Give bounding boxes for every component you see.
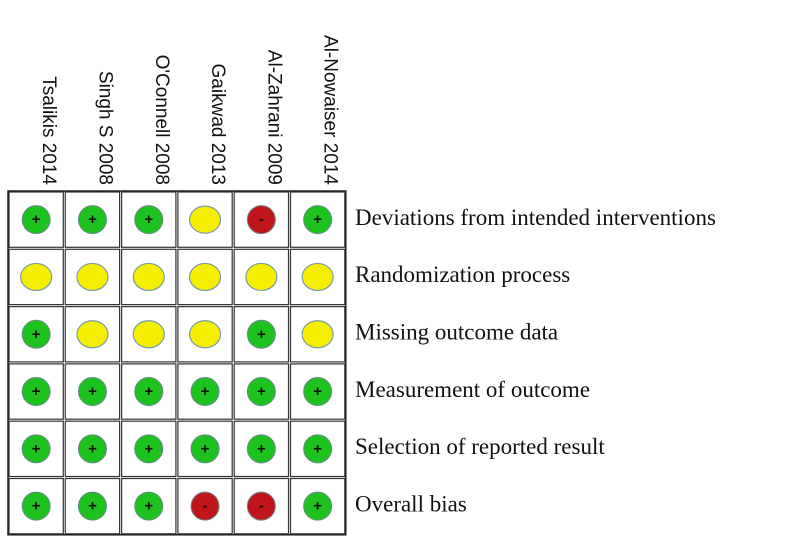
judgment-dot: [303, 434, 333, 464]
judgment-symbol: +: [88, 211, 97, 228]
judgment-dot: [246, 319, 276, 349]
column-label: Gaikwad 2013: [207, 64, 228, 185]
judgment-dot: [190, 434, 220, 464]
judgment-dot: [246, 205, 276, 235]
judgment-dot: [303, 377, 333, 407]
judgment-dot: [188, 205, 222, 234]
judgment-dot: [246, 491, 276, 521]
judgment-symbol: +: [32, 498, 41, 515]
judgment-symbol: +: [32, 326, 41, 343]
judgment-dot: [303, 205, 333, 235]
judgment-symbol: +: [313, 211, 322, 228]
judgment-dot: [301, 262, 334, 292]
row-label: Measurement of outcome: [355, 377, 590, 402]
judgment-dot: [132, 262, 165, 292]
judgment-dot: [21, 205, 51, 235]
judgment-dot: [77, 434, 107, 464]
judgment-dot: [134, 205, 164, 235]
judgment-dot: [21, 434, 51, 464]
judgment-dot: [77, 205, 107, 235]
column-label: Singh S 2008: [94, 71, 115, 185]
judgment-symbol: +: [32, 440, 41, 457]
cell: [233, 191, 290, 248]
judgment-dot: [303, 491, 333, 521]
judgment-dot: [246, 377, 276, 407]
judgment-symbol: +: [88, 498, 97, 515]
row-label: Deviations from intended interventions: [355, 205, 716, 230]
judgment-dot: [190, 377, 220, 407]
judgment-dot: [246, 434, 276, 464]
judgment-dot: [134, 434, 164, 464]
row-label: Overall bias: [355, 491, 467, 516]
judgment-dot: [245, 262, 278, 292]
judgment-dot: [132, 320, 165, 349]
judgment-symbol: +: [88, 383, 97, 400]
judgment-dot: [134, 377, 164, 407]
judgment-symbol: -: [259, 498, 264, 515]
judgment-dot: [76, 262, 109, 292]
judgment-symbol: +: [144, 383, 153, 400]
judgment-dot: [77, 491, 107, 521]
judgment-symbol: +: [313, 440, 322, 457]
judgment-symbol: +: [201, 383, 210, 400]
judgment-symbol: +: [257, 326, 266, 343]
column-label: Tsalikis 2014: [38, 76, 59, 185]
judgment-dot: [301, 320, 334, 349]
judgment-symbol: +: [88, 440, 97, 457]
judgment-symbol: +: [144, 498, 153, 515]
judgment-dot: [77, 377, 107, 407]
judgment-symbol: +: [144, 211, 153, 228]
row-label: Selection of reported result: [355, 434, 605, 459]
judgment-dot: [21, 491, 51, 521]
column-label: O'Connell 2008: [151, 55, 172, 185]
grid-border: [7, 190, 347, 536]
judgment-symbol: -: [203, 498, 208, 515]
judgment-symbol: +: [313, 498, 322, 515]
judgment-symbol: +: [257, 383, 266, 400]
judgment-symbol: +: [32, 211, 41, 228]
cell: [64, 363, 121, 420]
judgment-dot: [188, 320, 222, 349]
judgment-symbol: +: [144, 440, 153, 457]
row-label: Missing outcome data: [355, 320, 558, 345]
judgment-symbol: +: [257, 440, 266, 457]
judgment-dot: [76, 320, 109, 349]
cell: [120, 477, 177, 535]
row-label: Randomization process: [355, 262, 570, 287]
cell: [64, 420, 121, 478]
judgment-dot: [190, 491, 220, 521]
judgment-dot: [21, 319, 51, 349]
judgment-symbol: -: [259, 211, 264, 228]
column-label: Al-Zahrani 2009: [263, 50, 284, 185]
judgment-dot: [20, 262, 53, 292]
judgment-dot: [21, 377, 51, 407]
judgment-symbol: +: [313, 383, 322, 400]
judgment-symbol: +: [201, 440, 210, 457]
judgment-dot: [134, 491, 164, 521]
judgment-dot: [188, 262, 222, 292]
judgment-symbol: +: [32, 383, 41, 400]
column-label: Al-Nowaiser 2014: [320, 35, 341, 185]
cell: [8, 248, 64, 306]
